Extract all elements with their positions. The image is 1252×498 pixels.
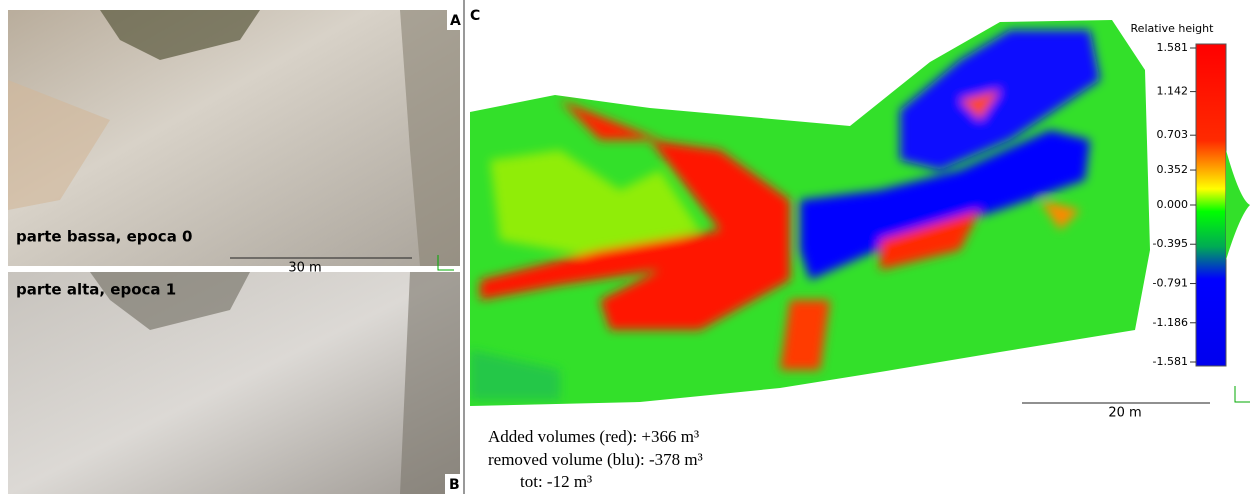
photo-b [8, 272, 460, 494]
axes-icon [1235, 386, 1250, 402]
caption: parte bassa, epoca 0 [16, 228, 192, 246]
rock [400, 272, 460, 494]
scale-label: 20 m [1108, 406, 1141, 421]
note: removed volume (blu): -378 m³ [488, 450, 703, 469]
panel-label: B [449, 477, 460, 493]
panel-a: parte bassa, epoca 0 30 m A [8, 10, 461, 276]
panel-b: parte alta, epoca 1 B [8, 272, 461, 494]
colorbar [1196, 44, 1226, 366]
colorbar-tick-label: -0.395 [1153, 237, 1188, 250]
colorbar-tick-label: -1.186 [1153, 316, 1188, 329]
panel-label: A [450, 13, 461, 29]
colorbar-tick-label: -1.581 [1153, 355, 1188, 368]
colorbar-tick-label: 0.703 [1157, 128, 1189, 141]
histogram [1226, 150, 1250, 260]
colorbar-tick-label: 1.581 [1157, 41, 1189, 54]
height-map [468, 18, 1158, 410]
colorbar-tick-label: 0.000 [1157, 198, 1189, 211]
note: tot: -12 m³ [520, 472, 592, 491]
caption: parte alta, epoca 1 [16, 281, 176, 299]
figure: parte bassa, epoca 0 30 m A parte alta, … [0, 0, 1252, 494]
colorbar-tick-label: 1.142 [1157, 85, 1189, 98]
colorbar-title: Relative height [1131, 22, 1215, 35]
panel-c: C Relative height 20 m Added volumes (re… [468, 8, 1250, 491]
note: Added volumes (red): +366 m³ [488, 427, 699, 446]
panel-label: C [470, 8, 480, 24]
colorbar-tick-label: 0.352 [1157, 163, 1189, 176]
colorbar-tick-label: -0.791 [1153, 277, 1188, 290]
